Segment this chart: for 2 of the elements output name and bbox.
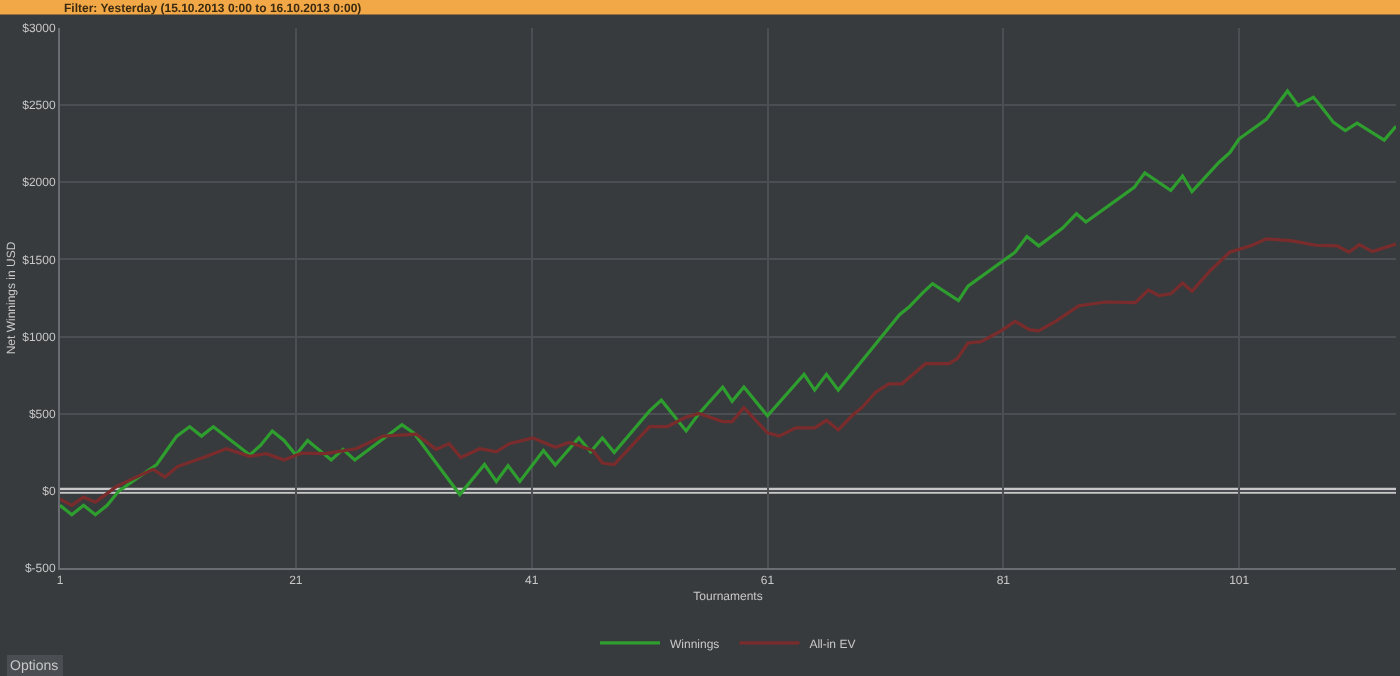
- line-series: [60, 89, 1396, 517]
- line-series: [60, 237, 1396, 507]
